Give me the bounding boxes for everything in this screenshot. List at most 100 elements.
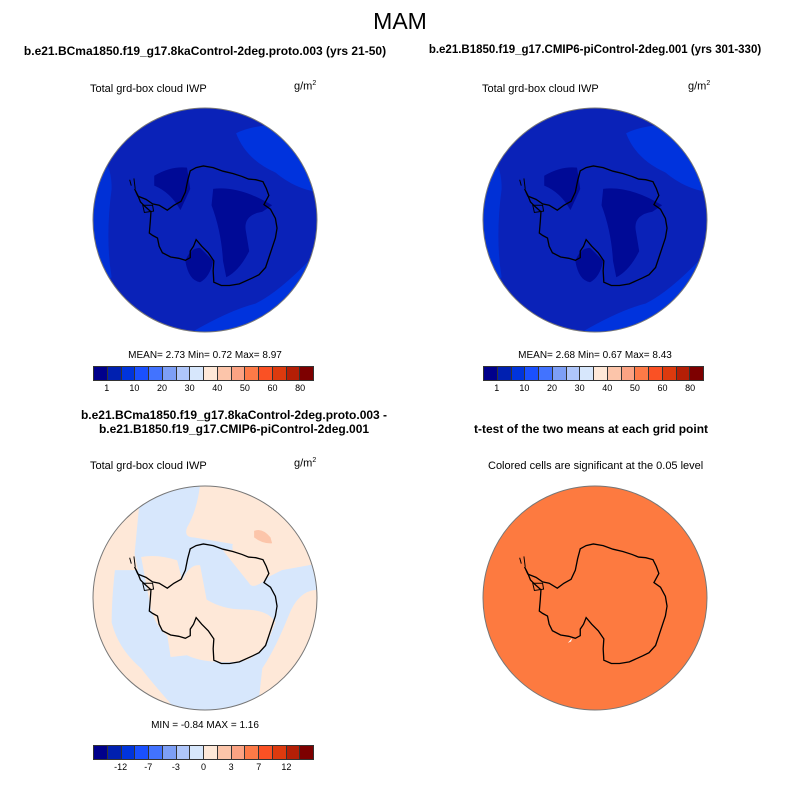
colorbar-box (149, 367, 163, 380)
colorbar-tick-label: 20 (547, 383, 558, 393)
colorbar-box (607, 367, 622, 380)
panel2-map (482, 107, 708, 333)
colorbar-tick-label: 50 (239, 383, 250, 393)
antarctica-coastline (133, 543, 278, 665)
field-contour (211, 188, 273, 278)
colorbar-tick-label: -7 (144, 762, 153, 772)
ice-shelf-outline (142, 204, 155, 214)
colorbar-tick-label: 0 (200, 762, 207, 772)
colorbar-box (107, 367, 122, 380)
colorbar-box (272, 367, 287, 380)
colorbar-box (204, 367, 218, 380)
field-contour (254, 530, 273, 544)
colorbar-box (135, 746, 149, 759)
panel4-subtitle: Colored cells are significant at the 0.0… (488, 460, 704, 472)
colorbar-tick-label: 80 (295, 383, 306, 393)
field-contour (111, 486, 317, 710)
island-outline (519, 178, 526, 189)
colorbar-box (135, 367, 149, 380)
colorbar-boxes (483, 366, 704, 381)
colorbar-box (149, 746, 163, 759)
ice-shelf-outline (532, 204, 545, 214)
colorbar-box (621, 367, 636, 380)
figure-title: MAM (373, 8, 427, 34)
panel3-stats: MIN = -0.84 MAX = 1.16 (151, 720, 259, 731)
colorbar-box (259, 367, 273, 380)
colorbar-box (594, 367, 608, 380)
colorbar-tick-label: 40 (212, 383, 223, 393)
colorbar-tick-label: 30 (184, 383, 195, 393)
map-border (92, 485, 318, 711)
colorbar-tick-label: 12 (281, 762, 292, 772)
colorbar-tick-label: -12 (114, 762, 128, 772)
colorbar-box (231, 367, 246, 380)
colorbar-box (300, 746, 313, 759)
panel1-title: b.e21.BCma1850.f19_g17.8kaControl-2deg.p… (23, 44, 387, 58)
island-outline (129, 556, 136, 567)
colorbar-box (635, 367, 649, 380)
colorbar-tick-label: 50 (629, 383, 640, 393)
panel1-subtitle: Total grd-box cloud IWP (90, 83, 207, 95)
colorbar-box (217, 746, 232, 759)
colorbar-tick-label: 80 (685, 383, 696, 393)
units-exp: 2 (312, 80, 317, 87)
colorbar-boxes (93, 745, 314, 760)
field-fill (483, 486, 707, 710)
colorbar-box (190, 367, 204, 380)
panel2-stats: MEAN= 2.68 Min= 0.67 Max= 8.43 (518, 350, 672, 361)
colorbar-box (662, 367, 677, 380)
colorbar-box (94, 746, 108, 759)
ice-shelf-outline (532, 582, 545, 592)
panel1-colorbar: 1 10 20 30 40 50 60 80 (93, 366, 314, 393)
panel1-map (92, 107, 318, 333)
panel1-units: g/m2 (294, 80, 316, 93)
panel2-colorbar: 1 10 20 30 40 50 60 80 (483, 366, 704, 393)
colorbar-box (484, 367, 498, 380)
colorbar-tick-label: 3 (228, 762, 234, 772)
colorbar-tick-label: 7 (256, 762, 262, 772)
colorbar-box (300, 367, 313, 380)
colorbar-box (121, 746, 136, 759)
panel3-subtitle: Total grd-box cloud IWP (90, 460, 207, 472)
colorbar-box (566, 367, 581, 380)
colorbar-box (245, 367, 259, 380)
colorbar-tick-label: -3 (171, 762, 180, 772)
colorbar-box (511, 367, 526, 380)
colorbar-box (497, 367, 512, 380)
units-text: g/m (688, 80, 707, 93)
colorbar-tick-label: 1 (494, 383, 500, 393)
ice-shelf-outline (142, 582, 155, 592)
panel2-subtitle: Total grd-box cloud IWP (482, 83, 599, 95)
colorbar-box (204, 746, 218, 759)
map-border (92, 107, 318, 333)
colorbar-box (94, 367, 108, 380)
field-contour (223, 549, 266, 586)
panel2-units: g/m2 (688, 80, 710, 93)
colorbar-box (176, 746, 191, 759)
panel3-title: b.e21.BCma1850.f19_g17.8kaControl-2deg.p… (80, 408, 388, 436)
units-exp: 2 (706, 80, 711, 87)
colorbar-box (525, 367, 539, 380)
colorbar-box (259, 746, 273, 759)
colorbar-tick-label: 60 (267, 383, 278, 393)
field-contour (575, 247, 604, 283)
colorbar-tick-label: 30 (574, 383, 585, 393)
panel4-title: t-test of the two means at each grid poi… (474, 422, 709, 436)
colorbar-box (217, 367, 232, 380)
colorbar-box (676, 367, 691, 380)
island-outline (519, 556, 526, 567)
panel3-units: g/m2 (294, 457, 316, 470)
colorbar-box (162, 367, 177, 380)
colorbar-tick-label: 20 (157, 383, 168, 393)
units-text: g/m (294, 457, 313, 470)
panel3-colorbar: -12 -7 -3 0 3 7 12 (93, 745, 314, 772)
colorbar-box (552, 367, 567, 380)
panel1-stats: MEAN= 2.73 Min= 0.72 Max= 8.97 (128, 350, 282, 361)
antarctica-coastline (523, 543, 668, 665)
colorbar-box (121, 367, 136, 380)
colorbar-tick-label: 1 (104, 383, 110, 393)
colorbar-tick-label: 60 (657, 383, 668, 393)
panel3-map (92, 485, 318, 711)
map-border (482, 107, 708, 333)
colorbar-box (245, 746, 259, 759)
